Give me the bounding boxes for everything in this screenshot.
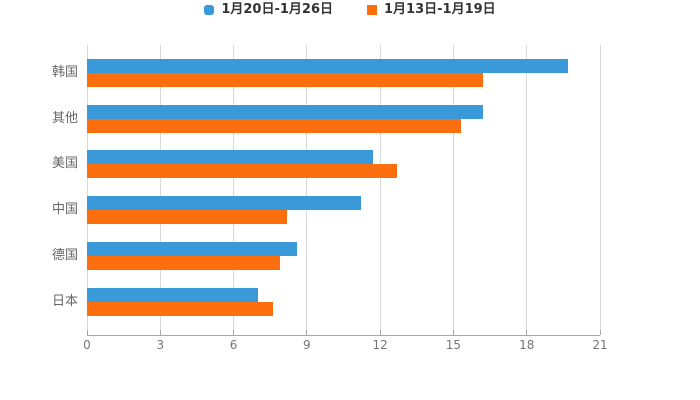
bar-美国-series-0 xyxy=(87,150,373,165)
gridline-x-18 xyxy=(526,45,528,330)
bar-美国-series-1 xyxy=(87,164,398,179)
bar-日本-series-1 xyxy=(87,301,273,316)
x-axis-tick-label: 9 xyxy=(303,338,311,352)
x-axis-tick-label: 18 xyxy=(519,338,535,352)
x-axis-tick xyxy=(306,330,308,335)
bar-中国-series-0 xyxy=(87,196,361,211)
bar-德国-series-1 xyxy=(87,255,280,270)
x-axis-tick-label: 6 xyxy=(229,338,238,352)
x-axis-tick xyxy=(452,330,454,335)
gridline-x-6 xyxy=(233,45,235,330)
legend-label: 1月20日-1月26日 xyxy=(221,2,333,17)
x-axis-tick-label: 3 xyxy=(156,338,165,352)
x-axis-tick xyxy=(233,330,235,335)
x-axis-tick xyxy=(526,330,528,335)
x-axis-tick-label: 12 xyxy=(372,338,388,352)
y-axis-category-labels: 韩国其他美国中国德国日本 xyxy=(0,45,78,335)
plot-area: 0 3 6 9 12 15 18 21 xyxy=(83,45,608,351)
bar-日本-series-0 xyxy=(87,287,258,302)
legend-label: 1月13日-1月19日 xyxy=(384,2,496,17)
bar-其他-series-1 xyxy=(87,118,461,133)
category-label-中国: 中国 xyxy=(51,202,78,218)
bar-韩国-series-0 xyxy=(87,59,569,73)
x-axis-tick-label: 0 xyxy=(83,338,91,352)
gridline-x-0 xyxy=(86,45,88,330)
bar-韩国-series-1 xyxy=(87,73,483,87)
x-axis-tick-label: 21 xyxy=(592,338,608,352)
legend-item-week-previous[interactable]: 1月13日-1月19日 xyxy=(367,3,496,16)
legend-marker-icon xyxy=(204,4,215,15)
category-label-美国: 美国 xyxy=(51,156,78,172)
category-label-日本: 日本 xyxy=(51,293,78,309)
x-axis-tick-label: 15 xyxy=(445,338,462,352)
category-label-其他: 其他 xyxy=(51,110,78,126)
bar-其他-series-0 xyxy=(87,104,483,119)
x-axis-tick xyxy=(86,330,88,335)
bar-中国-series-1 xyxy=(87,210,288,225)
gridline-x-15 xyxy=(452,45,454,330)
legend: 1月20日-1月26日 1月13日-1月19日 xyxy=(0,3,700,16)
gridline-x-3 xyxy=(159,45,161,330)
gridline-x-12 xyxy=(379,45,381,330)
x-axis-tick xyxy=(159,330,161,335)
bar-德国-series-0 xyxy=(87,241,298,256)
category-label-德国: 德国 xyxy=(51,247,78,263)
legend-item-week-current[interactable]: 1月20日-1月26日 xyxy=(204,3,333,16)
gridline-x-9 xyxy=(306,45,308,330)
x-axis-tick xyxy=(379,330,381,335)
legend-marker-icon xyxy=(367,4,377,15)
category-label-韩国: 韩国 xyxy=(51,65,78,80)
x-axis-tick xyxy=(599,330,601,335)
gridline-x-21 xyxy=(599,45,601,330)
